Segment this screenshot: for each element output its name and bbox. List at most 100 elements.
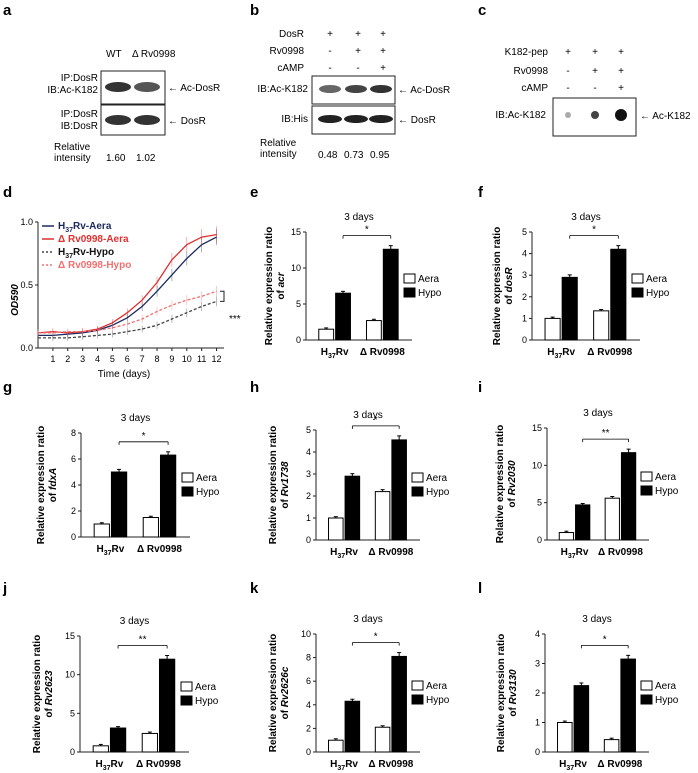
bar-category-label-base: H xyxy=(547,347,554,358)
bar-gene-prefix: of xyxy=(276,287,287,299)
bar-ylabel: Relative expression ratio xyxy=(32,635,43,753)
quant-b-3: 0.95 xyxy=(370,150,390,161)
bar-aera xyxy=(557,722,573,753)
bar-ytick-label: 5 xyxy=(537,498,542,508)
bar-significance: * xyxy=(603,634,607,645)
factor-b-1: DosR xyxy=(279,29,304,40)
bar-category-label-sub: 37 xyxy=(103,765,111,772)
growth-legend-label-rest: Rv-Hypo xyxy=(73,247,114,258)
bar-title: 3 days xyxy=(344,212,373,223)
bar-gene-prefix: of xyxy=(280,707,291,719)
growth-legend-label-rest: Δ Rv0998-Aera xyxy=(58,234,129,245)
band-label-ac: ← Ac-DosR xyxy=(168,83,220,94)
bar-category-label: H37Rv xyxy=(321,347,349,360)
growth-legend-label: H37Rv-Aera xyxy=(58,221,112,234)
bar-category-label-sub: 37 xyxy=(568,553,576,560)
bar-ytick-label: 2 xyxy=(71,506,76,516)
bar-gene-name: fdxA xyxy=(48,468,59,490)
bar-category-label-rest: Rv xyxy=(345,547,358,558)
panel-letter-d: d xyxy=(3,184,12,201)
bar-ytick-label: 10 xyxy=(65,670,75,680)
bar-legend-label: Aera xyxy=(195,682,217,693)
growth-xtick-label: 3 xyxy=(80,354,85,364)
bar-category-label: H37Rv xyxy=(96,759,124,772)
bar-gene-name: Rv3130 xyxy=(508,669,519,704)
bar-ytick-label: 10 xyxy=(291,263,301,273)
bar-hypo xyxy=(344,475,361,541)
panel-letters: a b c d e f g h i j k l xyxy=(2,2,486,597)
bar-aera xyxy=(558,532,575,541)
bar-category-label: Δ Rv0998 xyxy=(587,347,632,358)
bar-gene-label: of fdxA xyxy=(48,468,59,502)
bar-aera xyxy=(604,497,620,541)
growth-xtick-label: 4 xyxy=(95,354,100,364)
bar-ytick-label: 2 xyxy=(535,688,540,698)
bar-hypo xyxy=(620,452,637,541)
bar-ylabel: Relative expression ratio xyxy=(496,634,507,752)
growth-xtick-label: 8 xyxy=(155,354,160,364)
row-label-1b: IB:Ac-K182 xyxy=(47,85,98,96)
row-label-2a: IP:DosR xyxy=(61,109,98,120)
bar-category-label-sub: 37 xyxy=(328,353,336,360)
band-dosr-mut xyxy=(134,115,160,125)
growth-xtick-label: 5 xyxy=(110,354,115,364)
sign-c-0-0: + xyxy=(565,47,571,58)
bar-legend-label: Hypo xyxy=(646,288,670,299)
bar-category-label-rest: Rv xyxy=(111,759,124,770)
bar-ytick-label: 15 xyxy=(291,227,301,237)
bar-chart-l: 3 days 0 1 2 3 4 Relative expression ratio of R… xyxy=(496,614,679,772)
bar-aera xyxy=(141,732,158,753)
bar-legend-label: Aera xyxy=(426,473,448,484)
bar-ytick-label: 0 xyxy=(306,747,311,757)
growth-legend-label-rest: Rv-Aera xyxy=(73,221,112,232)
bar-aera xyxy=(93,523,110,538)
bar-title: 3 days xyxy=(121,413,150,424)
bar-chart-g: 3 days 0 2 4 6 8 Relative expression ratio of f… xyxy=(36,413,220,557)
dot-c-3 xyxy=(615,109,627,121)
bar-hypo xyxy=(382,248,399,341)
factor-b-3: cAMP xyxy=(277,63,304,74)
sign-c-2-0: - xyxy=(566,83,569,94)
bar-category-label-rest: Rv xyxy=(112,544,125,555)
bar-hypo xyxy=(344,700,361,753)
panel-letter-c: c xyxy=(478,2,486,19)
row-label-2b: IB:DosR xyxy=(61,121,98,132)
bar-category-label-rest: Δ Rv0998 xyxy=(368,759,413,770)
factor-c-3: cAMP xyxy=(521,83,548,94)
sign-b-2-0: - xyxy=(328,63,331,74)
band-label-ac-text: Ac-DosR xyxy=(180,83,220,94)
bar-aera xyxy=(318,328,335,341)
bar-chart-i: 3 days 0 5 10 15 Relative expression ratio of … xyxy=(495,408,679,560)
sign-b-1-1: + xyxy=(355,46,361,57)
bar-legend-label: Hypo xyxy=(426,487,450,498)
bar-hypo xyxy=(620,658,636,753)
bar-ytick-label: 5 xyxy=(70,708,75,718)
bar-category-label-sub: 37 xyxy=(104,550,112,557)
panel-c-blot: K182-pep Rv0998 cAMP + + + - + + - - + I… xyxy=(495,47,691,137)
bar-gene-name: Rv2626c xyxy=(280,666,291,707)
growth-xtick-label: 9 xyxy=(169,354,174,364)
bar-ytick-label: 10 xyxy=(301,629,311,639)
bar-title: 3 days xyxy=(353,410,382,421)
growth-ytick-label: 0.0 xyxy=(20,343,33,353)
bar-legend-swatch xyxy=(640,694,653,705)
bar-aera xyxy=(142,517,159,538)
bar-category-label-rest: Δ Rv0998 xyxy=(360,347,405,358)
bar-gene-name: Rv2030 xyxy=(507,460,518,495)
bar-hypo xyxy=(109,727,127,753)
dot-c-2 xyxy=(591,111,599,119)
col-label-wt: WT xyxy=(106,49,122,60)
bar-chart-j: 3 days 0 5 10 15 Relative expression ratio of … xyxy=(32,616,219,772)
growth-legend-label: Δ Rv0998-Aera xyxy=(58,234,129,245)
bar-ytick-label: 0 xyxy=(306,535,311,545)
bar-gene-prefix: of xyxy=(44,705,55,717)
band-label-b2-text: DosR xyxy=(411,115,436,126)
band-label-dosr: ← DosR xyxy=(168,116,206,127)
bar-category-label-rest: Rv xyxy=(562,347,575,358)
bar-ylabel: Relative expression ratio xyxy=(268,634,279,752)
bar-ytick-label: 4 xyxy=(71,480,76,490)
bar-gene-label: of dosR xyxy=(504,267,515,305)
sign-c-2-1: - xyxy=(593,83,596,94)
